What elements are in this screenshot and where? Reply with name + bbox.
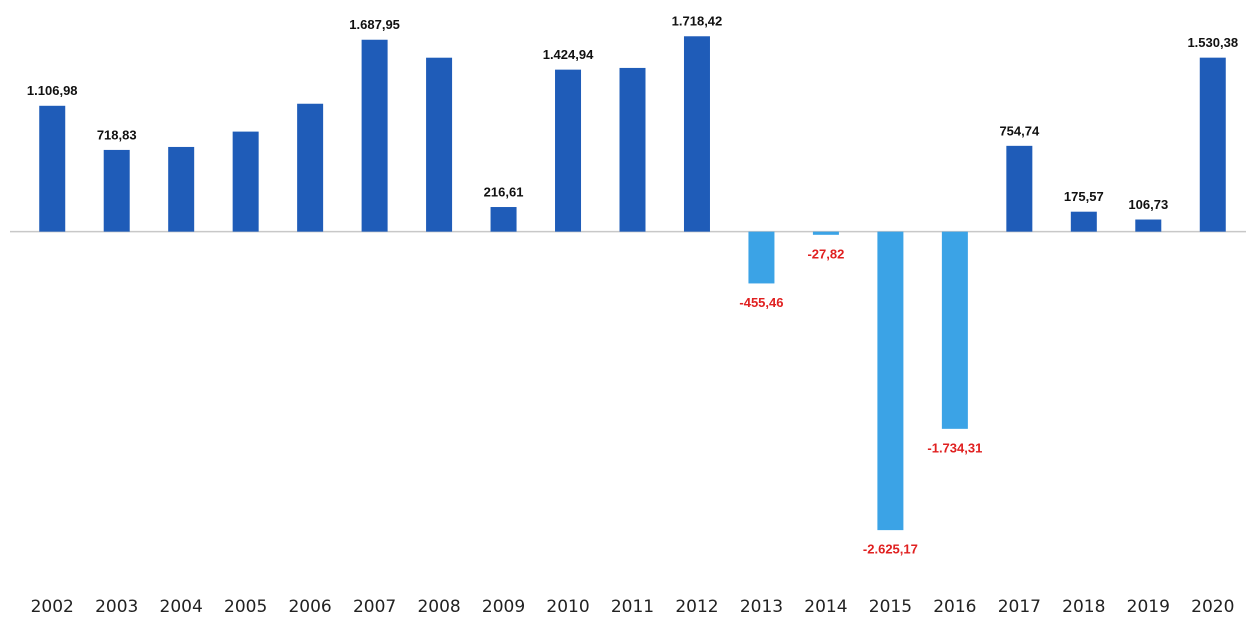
value-label: -2.625,17 <box>863 542 918 557</box>
bar <box>168 146 195 232</box>
x-tick-label: 2008 <box>417 597 460 617</box>
x-tick-label: 2018 <box>1062 597 1105 617</box>
x-tick-label: 2010 <box>546 597 589 617</box>
x-tick-label: 2009 <box>482 597 525 617</box>
value-label: -27,82 <box>807 246 844 261</box>
bar <box>619 67 646 232</box>
x-tick-label: 2006 <box>288 597 331 617</box>
bar <box>877 231 904 531</box>
bar <box>232 131 259 232</box>
x-tick-label: 2019 <box>1127 597 1170 617</box>
bar <box>103 149 130 232</box>
bar <box>297 103 324 232</box>
bar <box>1006 145 1033 232</box>
value-label: 718,83 <box>97 127 137 142</box>
value-label: 175,57 <box>1064 189 1104 204</box>
bar <box>426 57 453 232</box>
bar <box>39 105 66 232</box>
x-tick-label: 2011 <box>611 597 654 617</box>
value-label: 216,61 <box>484 184 524 199</box>
value-label: 1.530,38 <box>1187 35 1238 50</box>
bar <box>941 231 968 429</box>
bar <box>683 36 710 232</box>
bar <box>490 207 517 232</box>
x-tick-label: 2016 <box>933 597 976 617</box>
bar <box>1199 57 1226 232</box>
x-tick-label: 2013 <box>740 597 783 617</box>
x-tick-label: 2003 <box>95 597 138 617</box>
bar <box>812 231 839 235</box>
value-label: 1.687,95 <box>349 17 400 32</box>
x-tick-label: 2017 <box>998 597 1041 617</box>
x-tick-label: 2002 <box>31 597 74 617</box>
bar <box>1070 211 1097 232</box>
bar <box>361 39 388 232</box>
x-tick-label: 2012 <box>675 597 718 617</box>
value-label: 1.718,42 <box>672 14 723 29</box>
value-label: -1.734,31 <box>927 440 982 455</box>
bar <box>555 69 582 232</box>
x-tick-label: 2005 <box>224 597 267 617</box>
bar <box>1135 219 1162 232</box>
value-label: 754,74 <box>999 123 1040 138</box>
x-tick-label: 2014 <box>804 597 847 617</box>
value-label: -455,46 <box>739 295 783 310</box>
x-tick-label: 2007 <box>353 597 396 617</box>
value-label: 1.424,94 <box>543 47 594 62</box>
value-label: 1.106,98 <box>27 83 78 98</box>
x-tick-label: 2004 <box>160 597 203 617</box>
x-tick-label: 2015 <box>869 597 912 617</box>
value-label: 106,73 <box>1128 197 1168 212</box>
x-tick-label: 2020 <box>1191 597 1234 617</box>
bar <box>748 231 775 284</box>
